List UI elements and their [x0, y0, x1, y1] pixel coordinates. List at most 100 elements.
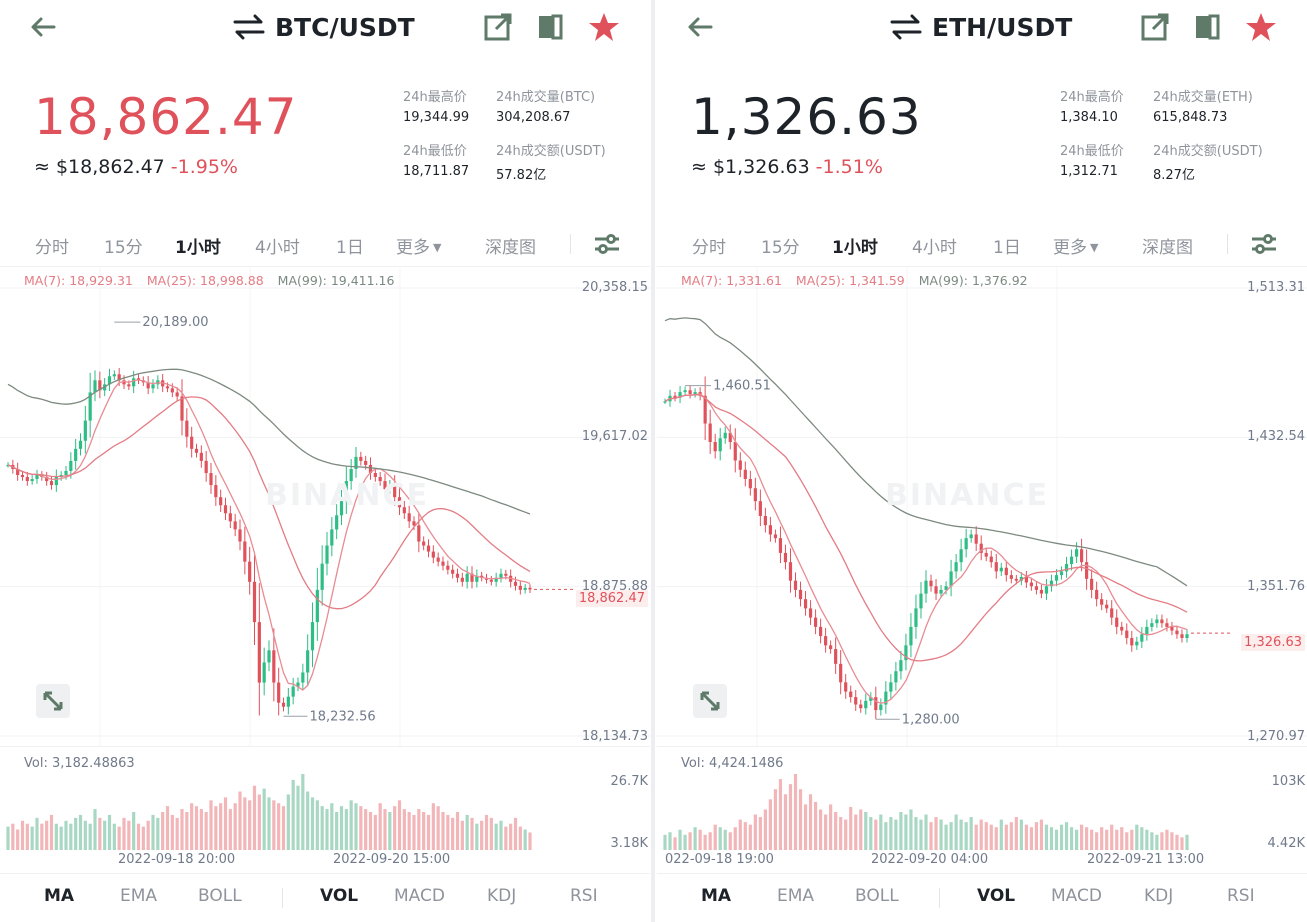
- candle-body: [281, 702, 286, 707]
- share-icon[interactable]: [482, 11, 514, 43]
- candle-body: [417, 525, 421, 542]
- volume-bar: [248, 800, 252, 850]
- tab-1d[interactable]: 1日: [336, 238, 364, 258]
- volume-bar: [994, 827, 998, 850]
- volume-bar: [107, 814, 112, 850]
- volume-bar: [175, 817, 179, 850]
- tab-1d[interactable]: 1日: [993, 238, 1021, 258]
- expand-button[interactable]: [36, 684, 70, 718]
- indicator-vol[interactable]: VOL: [977, 886, 1016, 906]
- book-icon[interactable]: [1192, 11, 1224, 43]
- last-price: 1,326.63: [691, 88, 922, 146]
- indicator-macd[interactable]: MACD: [394, 886, 445, 906]
- indicator-ema[interactable]: EMA: [120, 886, 158, 906]
- volume-bar: [354, 803, 358, 850]
- btc-panel: BTC/USDT 18,862.47 ≈ $18,862.47 -1.95% 24…: [0, 0, 650, 922]
- volume-bar: [397, 800, 402, 850]
- indicator-kdj[interactable]: KDJ: [1144, 886, 1174, 906]
- volume-bar: [20, 820, 25, 850]
- tab-time-share[interactable]: 分时: [35, 238, 69, 258]
- volume-bar: [914, 817, 918, 850]
- book-icon[interactable]: [535, 11, 567, 43]
- volume-bar: [494, 823, 498, 850]
- candle-body: [504, 573, 508, 576]
- indicator-ma[interactable]: MA: [701, 886, 732, 906]
- expand-button[interactable]: [693, 684, 727, 718]
- volume-bar: [523, 829, 527, 850]
- settings-sliders-icon[interactable]: [592, 229, 622, 259]
- y-label: 1,432.54: [1247, 429, 1305, 444]
- star-icon[interactable]: [588, 11, 620, 43]
- indicator-rsi[interactable]: RSI: [1227, 886, 1255, 906]
- tab-15m[interactable]: 15分: [104, 238, 143, 258]
- volume-bar: [325, 809, 329, 850]
- divider: [657, 266, 1307, 267]
- volume-bar: [1150, 832, 1154, 850]
- back-arrow-icon[interactable]: [683, 10, 717, 44]
- candle-body: [499, 573, 503, 578]
- indicator-vol[interactable]: VOL: [320, 886, 359, 906]
- tab-depth[interactable]: 深度图: [485, 238, 536, 258]
- volume-bar: [1049, 827, 1054, 850]
- candle-body: [1064, 564, 1069, 572]
- candle-body: [513, 581, 518, 586]
- volume-bar: [310, 797, 315, 850]
- back-arrow-icon[interactable]: [26, 10, 60, 44]
- low-value: 1,312.71: [1060, 164, 1118, 179]
- candle-body: [518, 585, 522, 590]
- volume-bar: [132, 812, 136, 850]
- candle-body: [204, 460, 208, 473]
- current-price-tag: 1,326.63: [1241, 634, 1305, 651]
- candlestick-chart[interactable]: 1,460.51 1,280.00: [657, 266, 1307, 746]
- tab-time-share[interactable]: 分时: [692, 238, 726, 258]
- volume-bar: [470, 817, 474, 850]
- candle-body: [320, 563, 324, 590]
- volume-bar: [146, 820, 150, 850]
- volume-bar: [315, 800, 319, 850]
- volume-bar: [778, 779, 783, 850]
- indicator-ema[interactable]: EMA: [777, 886, 815, 906]
- pair-selector[interactable]: ETH/USDT: [890, 10, 1072, 44]
- share-icon[interactable]: [1139, 11, 1171, 43]
- tab-more[interactable]: 更多 ▼: [396, 233, 441, 258]
- volume-bar: [728, 832, 732, 850]
- volume-bar: [693, 827, 697, 850]
- settings-sliders-icon[interactable]: [1249, 229, 1279, 259]
- pair-selector[interactable]: BTC/USDT: [233, 10, 415, 44]
- tab-1h[interactable]: 1小时: [832, 238, 878, 258]
- tab-depth[interactable]: 深度图: [1142, 238, 1193, 258]
- volume-bar: [98, 817, 102, 850]
- tab-15m[interactable]: 15分: [761, 238, 800, 258]
- divider: [657, 873, 1307, 874]
- tab-separator: [1227, 234, 1228, 254]
- indicator-macd[interactable]: MACD: [1051, 886, 1102, 906]
- volume-bar: [194, 806, 199, 850]
- indicator-ma[interactable]: MA: [44, 886, 75, 906]
- indicator-boll[interactable]: BOLL: [198, 886, 242, 906]
- candle-body: [979, 543, 983, 553]
- volume-bar: [864, 812, 868, 850]
- candle-body: [310, 622, 315, 651]
- candle-body: [330, 529, 334, 546]
- indicator-kdj[interactable]: KDJ: [487, 886, 517, 906]
- tab-1h[interactable]: 1小时: [175, 238, 221, 258]
- candle-body: [122, 380, 126, 385]
- volume-bar: [989, 824, 993, 850]
- indicator-rsi[interactable]: RSI: [570, 886, 598, 906]
- candle-body: [451, 569, 455, 574]
- candle-body: [859, 704, 863, 709]
- star-icon[interactable]: [1245, 11, 1277, 43]
- vol-axis-min: 4.42K: [1267, 836, 1305, 851]
- tab-more[interactable]: 更多 ▼: [1053, 233, 1098, 258]
- candle-body: [238, 529, 242, 542]
- y-label: 1,513.31: [1247, 280, 1305, 295]
- volume-bar: [829, 804, 833, 850]
- volume-bar: [54, 823, 58, 850]
- candle-body: [748, 478, 752, 489]
- tab-4h[interactable]: 4小时: [912, 238, 957, 258]
- high-value: 19,344.99: [403, 110, 470, 125]
- volume-bar: [83, 820, 87, 850]
- candlestick-chart[interactable]: 20,189.00 18,232.56: [0, 266, 650, 746]
- tab-4h[interactable]: 4小时: [255, 238, 300, 258]
- indicator-boll[interactable]: BOLL: [855, 886, 899, 906]
